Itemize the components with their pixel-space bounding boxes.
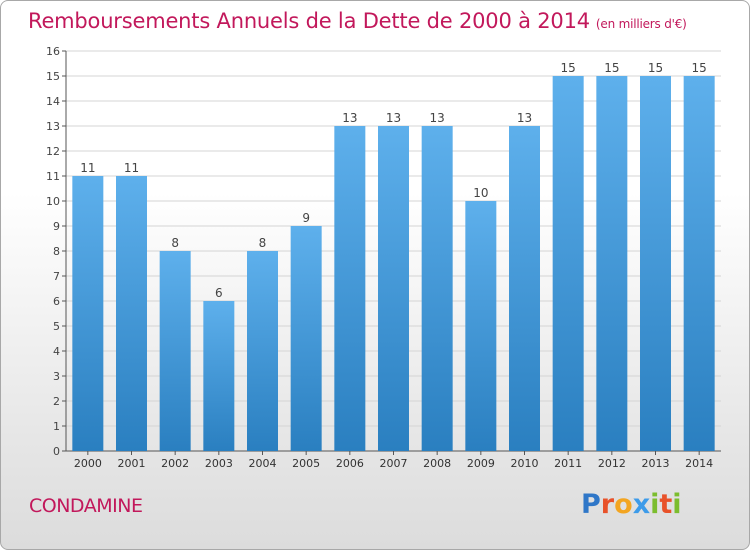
- x-tick-label: 2001: [118, 457, 146, 470]
- x-tick-label: 2013: [642, 457, 670, 470]
- y-tick-label: 5: [53, 320, 60, 333]
- y-tick-label: 9: [53, 220, 60, 233]
- x-tick-label: 2000: [74, 457, 102, 470]
- logo-letter: r: [600, 489, 615, 520]
- y-tick-label: 3: [53, 370, 60, 383]
- y-tick-label: 4: [53, 345, 60, 358]
- logo-letter: t: [659, 489, 673, 520]
- y-tick-label: 0: [53, 445, 60, 458]
- bar: [159, 251, 191, 451]
- y-tick-label: 8: [53, 245, 60, 258]
- x-tick-labels: 2000 2001 2002 2003 2004 2005 2006 2007 2008 2009…: [74, 457, 713, 470]
- bar-value-label: 8: [171, 236, 179, 250]
- bar: [640, 76, 671, 451]
- bar: [290, 226, 322, 451]
- x-tick-label: 2012: [598, 457, 626, 470]
- bar-value-label: 8: [259, 236, 267, 250]
- bar: [465, 201, 497, 451]
- bar-value-label: 13: [517, 111, 532, 125]
- y-tick-label: 2: [53, 395, 60, 408]
- bar-value-label: 15: [648, 61, 663, 75]
- bar: [116, 176, 147, 451]
- commune-name: CONDAMINE: [29, 495, 143, 517]
- bar: [596, 76, 628, 451]
- bar: [334, 126, 366, 451]
- bar: [378, 126, 409, 451]
- chart-title: Remboursements Annuels de la Dette de 20…: [28, 9, 687, 33]
- bar: [509, 126, 540, 451]
- bar-value-label: 15: [692, 61, 707, 75]
- bars: [72, 76, 715, 451]
- x-tick-label: 2014: [685, 457, 713, 470]
- x-tick-label: 2008: [423, 457, 451, 470]
- bar-value-label: 15: [561, 61, 576, 75]
- proxiti-logo[interactable]: Proxiti: [581, 489, 682, 520]
- bar: [247, 251, 278, 451]
- x-tick-label: 2010: [511, 457, 539, 470]
- title-unit: (en milliers d'€): [595, 17, 687, 31]
- bar-value-label: 6: [215, 286, 223, 300]
- y-tick-label: 7: [53, 270, 60, 283]
- bar-value-label: 10: [473, 186, 488, 200]
- y-tick-label: 6: [53, 295, 60, 308]
- bar: [72, 176, 104, 451]
- bar-value-label: 13: [430, 111, 445, 125]
- logo-letter: o: [614, 489, 633, 520]
- y-tick-label: 10: [46, 195, 60, 208]
- x-tick-label: 2011: [554, 457, 582, 470]
- bar-value-label: 11: [80, 161, 95, 175]
- x-tick-label: 2007: [380, 457, 408, 470]
- y-tick-label: 14: [46, 95, 60, 108]
- x-tick-label: 2005: [292, 457, 320, 470]
- y-tick-label: 1: [53, 420, 60, 433]
- y-tick-label: 15: [46, 70, 60, 83]
- bar-value-label: 11: [124, 161, 139, 175]
- logo-letter: x: [632, 489, 651, 520]
- y-tick-label: 11: [46, 170, 60, 183]
- logo-letter: i: [650, 489, 660, 520]
- y-tick-label: 13: [46, 120, 60, 133]
- logo-letter: P: [581, 489, 601, 520]
- x-tick-label: 2009: [467, 457, 495, 470]
- bar: [552, 76, 584, 451]
- bar: [203, 301, 235, 451]
- y-tick-label: 16: [46, 45, 60, 58]
- title-text: Remboursements Annuels de la Dette de 20…: [28, 9, 590, 33]
- bar-value-label: 13: [342, 111, 357, 125]
- bar-value-label: 13: [386, 111, 401, 125]
- bar: [683, 76, 715, 451]
- bar-value-label: 9: [302, 211, 310, 225]
- x-tick-label: 2002: [161, 457, 189, 470]
- value-labels: 11 11 8 6 8 9 13 13 13 10 13 15 15 15 15: [80, 61, 707, 300]
- logo-letter: i: [672, 489, 682, 520]
- x-tick-label: 2003: [205, 457, 233, 470]
- y-tick-label: 12: [46, 145, 60, 158]
- x-tick-label: 2006: [336, 457, 364, 470]
- x-tick-label: 2004: [249, 457, 277, 470]
- bar: [421, 126, 453, 451]
- bar-value-label: 15: [604, 61, 619, 75]
